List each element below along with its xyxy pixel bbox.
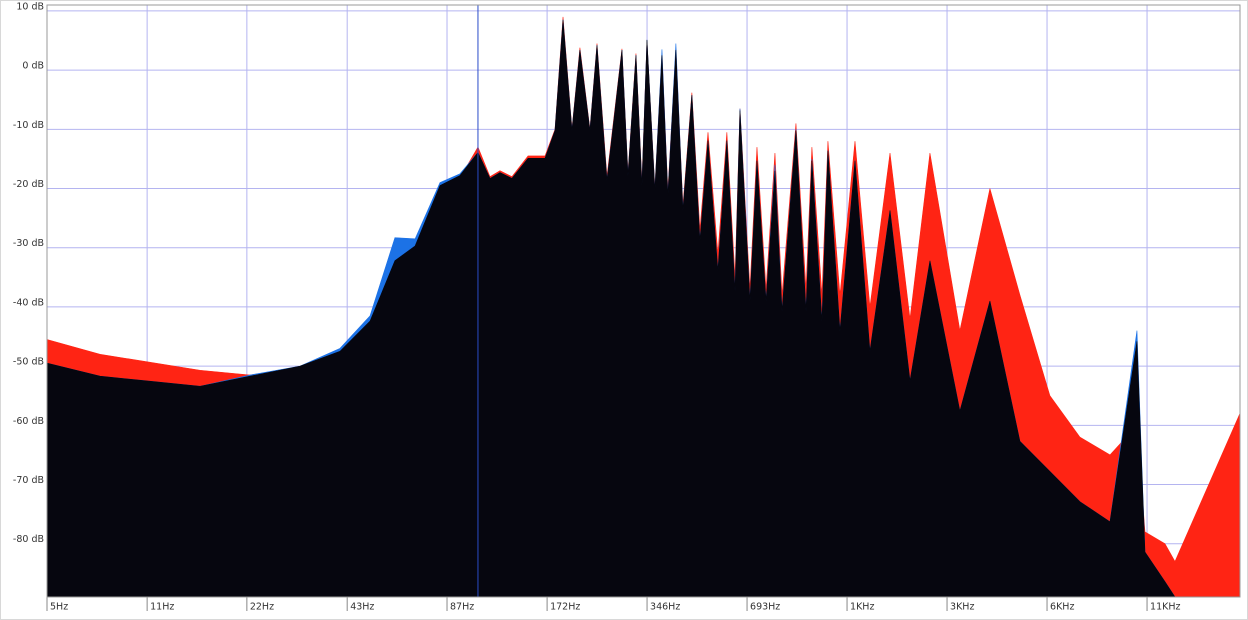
x-tick-label: 11Hz [150,602,174,613]
y-tick-label: -20 dB [13,179,44,190]
y-tick-label: -30 dB [13,238,44,249]
y-tick-label: -70 dB [13,475,44,486]
x-tick-label: 11KHz [1150,602,1180,613]
x-tick-label: 43Hz [350,602,374,613]
x-tick-label: 172Hz [550,602,580,613]
y-tick-label: 10 dB [16,1,44,12]
y-tick-label: -60 dB [13,416,44,427]
x-tick-label: 346Hz [650,602,680,613]
x-tick-label: 3KHz [950,602,974,613]
y-tick-label: -40 dB [13,297,44,308]
x-tick-label: 6KHz [1050,602,1074,613]
y-tick-label: 0 dB [22,61,44,72]
y-tick-label: -10 dB [13,120,44,131]
x-tick-label: 1KHz [850,602,874,613]
x-tick-label: 22Hz [250,602,274,613]
x-tick-label: 87Hz [450,602,474,613]
spectrum-area [46,19,1240,598]
y-tick-label: -50 dB [13,357,44,368]
plot-border [46,4,1241,598]
y-tick-label: -80 dB [13,534,44,545]
x-tick-label: 5Hz [50,602,68,613]
x-tick-label: 693Hz [750,602,780,613]
